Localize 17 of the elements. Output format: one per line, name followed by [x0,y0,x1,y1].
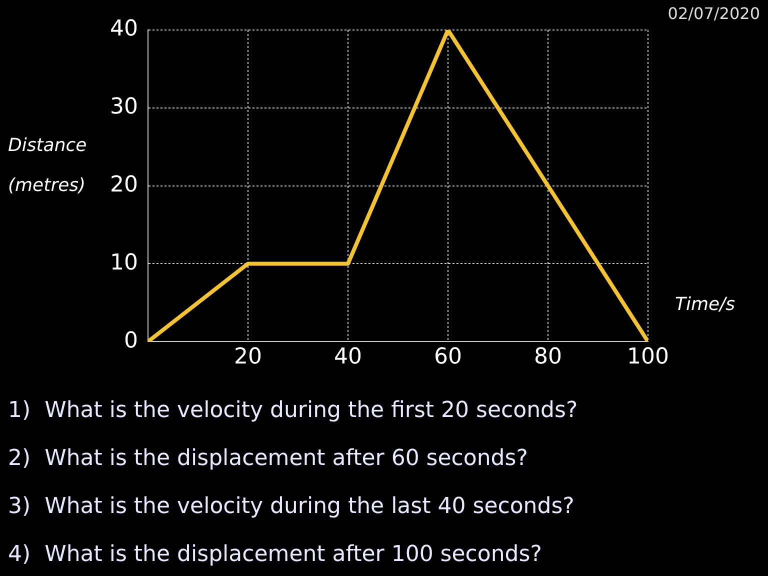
y-tick-label: 40 [110,16,138,42]
y-tick-label: 30 [110,94,138,120]
x-tick-label: 20 [234,344,262,370]
y-tick-label: 20 [110,172,138,198]
x-tick-label: 60 [434,344,462,370]
x-tick-label: 100 [627,344,669,370]
y-tick-label: 0 [124,328,138,354]
y-tick-label: 10 [110,250,138,276]
x-axis-title: Time/s [675,294,736,315]
text: 3) What is the velocity during the last 40 seconds? [8,494,576,521]
x-tick-label: 40 [334,344,362,370]
x-tick-label: 80 [534,344,562,370]
text: 2) What is the displacement after 60 seconds? [8,446,529,473]
text: 4) What is the displacement after 100 seconds? [8,542,543,569]
y-axis-title: Distance (metres) [8,134,88,198]
text: 1) What is the velocity during the first 20 seconds? [8,398,578,425]
text: 02/07/2020 [668,4,760,23]
